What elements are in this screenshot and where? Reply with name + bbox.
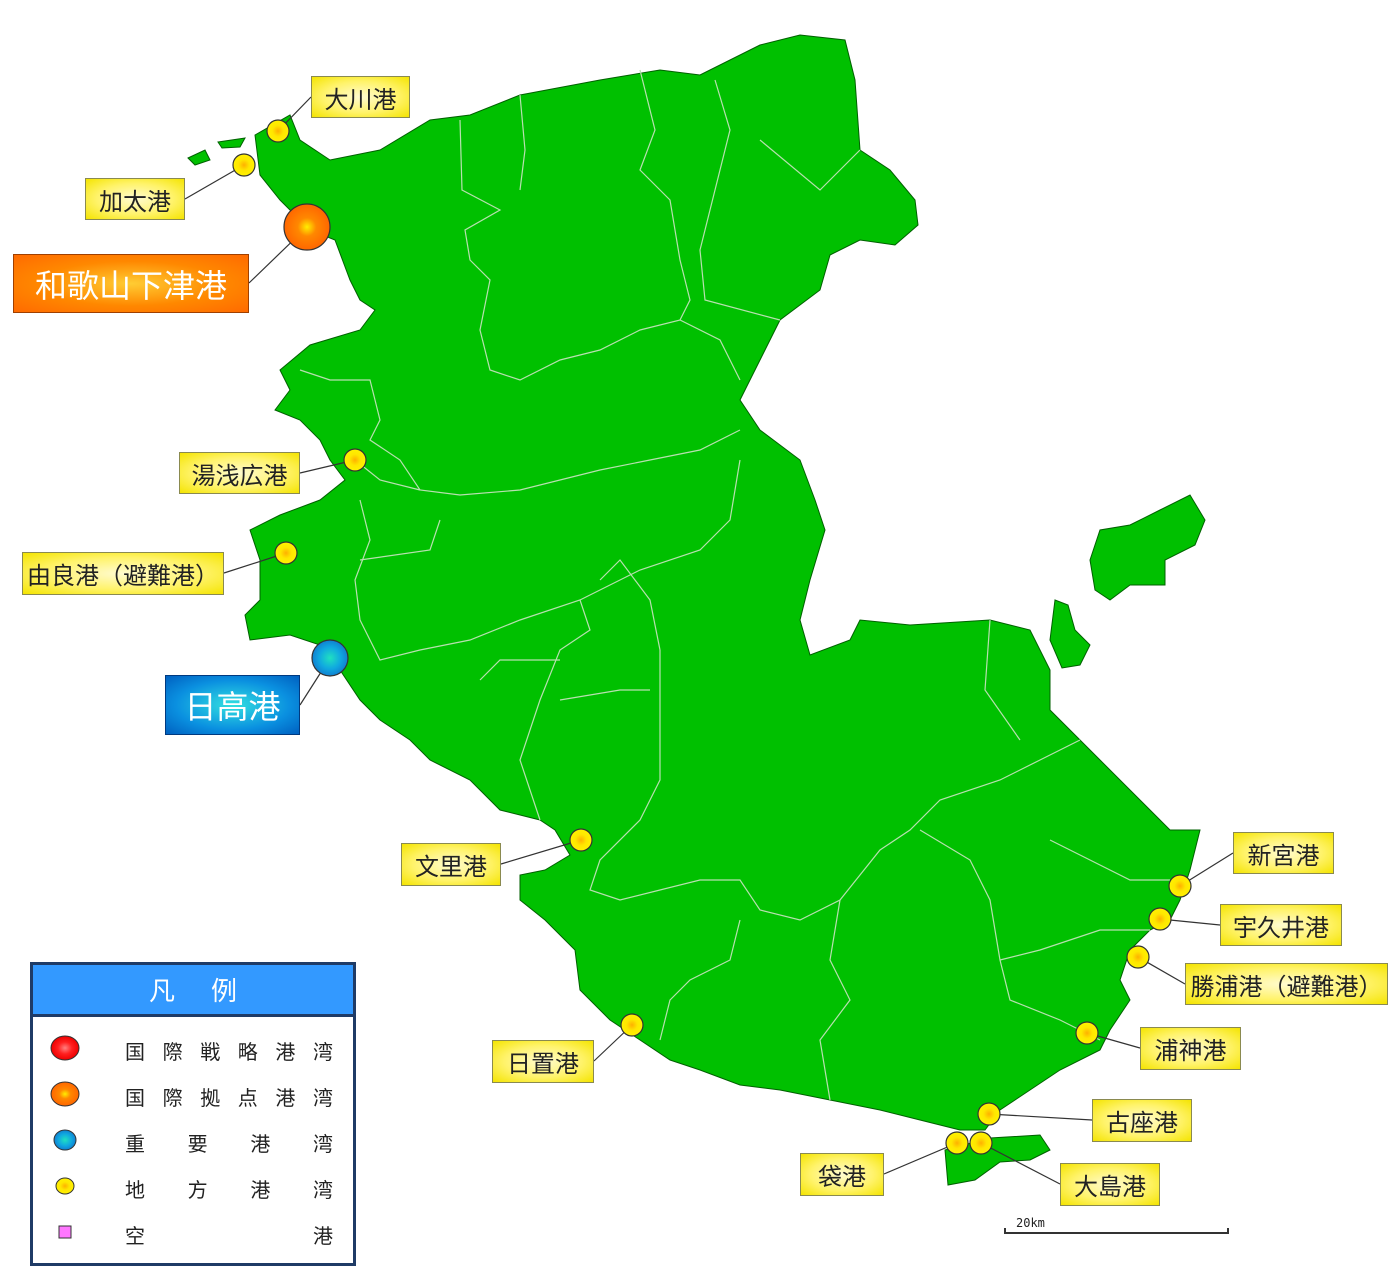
leader-line <box>500 839 582 865</box>
yellow-circle-icon <box>53 1175 77 1201</box>
port-label[interactable]: 和歌山下津港 <box>13 254 249 313</box>
legend-char: 湾 <box>312 1131 333 1156</box>
port-marker-local[interactable] <box>1168 874 1192 898</box>
port-label[interactable]: 日高港 <box>165 675 300 735</box>
port-marker-local[interactable] <box>569 828 593 852</box>
small-island <box>1049 599 1091 669</box>
legend-char: 地 <box>125 1177 145 1202</box>
scale-bar-label: 20km <box>1016 1216 1045 1230</box>
leader-line <box>980 1142 1061 1185</box>
legend-char: 点 <box>237 1085 258 1110</box>
tomogashima-island <box>187 137 246 166</box>
legend-label: 国際戦略港湾 <box>125 1035 333 1065</box>
legend-char: 拠 <box>200 1085 221 1110</box>
legend-char: 港 <box>250 1177 271 1202</box>
legend-label: 地方港湾 <box>125 1173 333 1203</box>
legend-item: 国際戦略港湾 <box>33 1035 353 1065</box>
port-label[interactable]: 由良港（避難港） <box>22 552 224 595</box>
legend-char: 港 <box>250 1131 271 1156</box>
legend-item: 空港 <box>33 1219 353 1249</box>
blue-circle-icon <box>51 1128 79 1156</box>
legend-char: 要 <box>187 1131 208 1156</box>
legend-char: 港 <box>313 1223 333 1248</box>
leader-line <box>883 1142 958 1175</box>
legend-char: 国 <box>125 1039 145 1064</box>
legend-label: 空港 <box>125 1219 333 1249</box>
port-marker-local[interactable] <box>945 1131 969 1155</box>
port-marker-local[interactable] <box>232 153 256 177</box>
scale-bar: 20km <box>1004 1216 1229 1234</box>
legend-char: 空 <box>125 1223 145 1248</box>
legend-item: 国際拠点港湾 <box>33 1081 353 1111</box>
legend-char: 湾 <box>312 1039 333 1064</box>
port-markers <box>232 119 1192 1155</box>
legend-char: 国 <box>125 1085 145 1110</box>
legend-char: 方 <box>187 1177 208 1202</box>
port-marker-local[interactable] <box>266 119 290 143</box>
port-label[interactable]: 新宮港 <box>1233 832 1334 874</box>
port-label[interactable]: 大島港 <box>1060 1163 1160 1206</box>
legend-char: 際 <box>162 1039 183 1064</box>
port-label[interactable]: 勝浦港（避難港） <box>1185 963 1388 1005</box>
legend-label: 重要港湾 <box>125 1127 333 1157</box>
eastern-island <box>1089 494 1206 601</box>
legend-char: 港 <box>275 1085 296 1110</box>
port-marker-local[interactable] <box>977 1102 1001 1126</box>
red-circle-icon <box>49 1034 81 1066</box>
legend-item: 地方港湾 <box>33 1173 353 1203</box>
legend-char: 戦 <box>200 1039 221 1064</box>
port-marker-local[interactable] <box>1126 945 1150 969</box>
port-label[interactable]: 加太港 <box>85 178 185 220</box>
port-label[interactable]: 浦神港 <box>1140 1027 1241 1070</box>
legend-char: 略 <box>237 1039 258 1064</box>
port-label[interactable]: 文里港 <box>401 843 501 886</box>
port-marker-intl-hub[interactable] <box>283 203 331 251</box>
legend-char: 重 <box>125 1131 145 1156</box>
port-marker-local[interactable] <box>969 1131 993 1155</box>
legend-title: 凡例 <box>33 965 353 1017</box>
legend-label: 国際拠点港湾 <box>125 1081 333 1111</box>
legend: 凡例 国際戦略港湾国際拠点港湾重要港湾地方港湾空港 <box>30 962 356 1266</box>
mainland <box>244 34 1201 1131</box>
leader-line <box>988 1113 1093 1121</box>
legend-char: 港 <box>275 1039 296 1064</box>
port-label[interactable]: 古座港 <box>1092 1099 1192 1142</box>
port-marker-local[interactable] <box>620 1013 644 1037</box>
port-marker-local[interactable] <box>343 448 367 472</box>
port-marker-major[interactable] <box>311 639 349 677</box>
port-label[interactable]: 大川港 <box>311 76 410 118</box>
pink-square-icon <box>57 1224 73 1244</box>
legend-char: 湾 <box>312 1177 333 1202</box>
port-marker-local[interactable] <box>1148 907 1172 931</box>
legend-item: 重要港湾 <box>33 1127 353 1157</box>
port-marker-local[interactable] <box>1075 1021 1099 1045</box>
port-marker-local[interactable] <box>274 541 298 565</box>
port-label[interactable]: 湯浅広港 <box>179 452 300 494</box>
legend-char: 湾 <box>312 1085 333 1110</box>
port-label[interactable]: 宇久井港 <box>1220 904 1342 946</box>
legend-char: 際 <box>162 1085 183 1110</box>
port-label[interactable]: 日置港 <box>492 1040 594 1083</box>
port-label[interactable]: 袋港 <box>800 1153 884 1196</box>
municipal-boundaries <box>299 69 1170 1101</box>
orange-circle-icon <box>49 1080 81 1112</box>
